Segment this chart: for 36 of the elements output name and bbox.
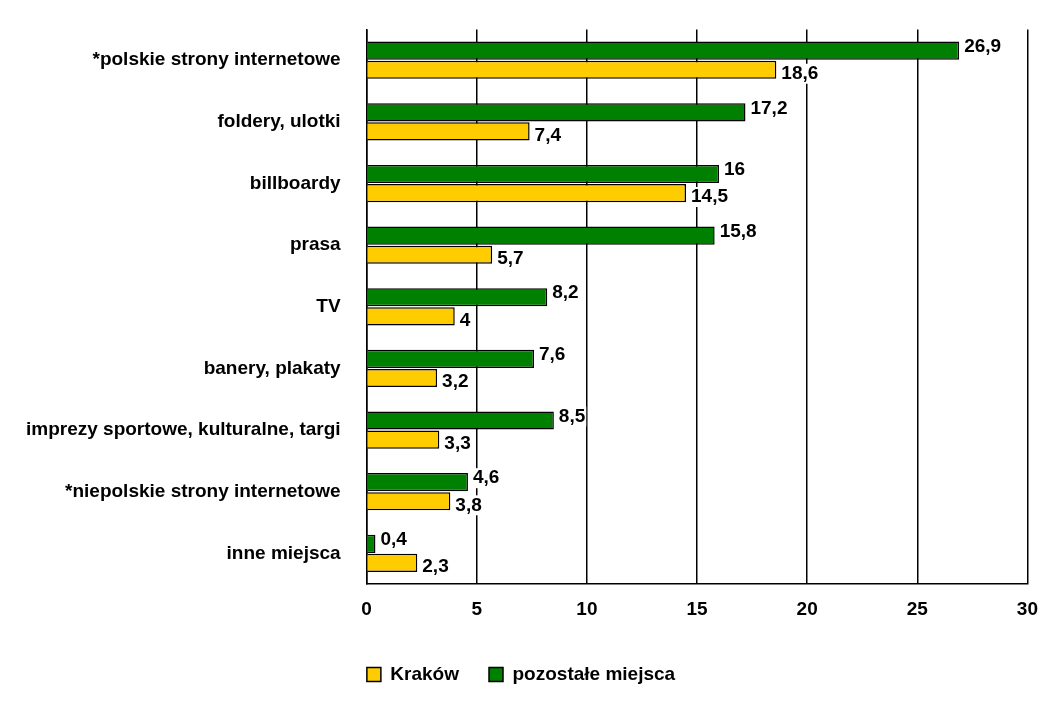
- y-tick-label: billboardy: [249, 171, 342, 193]
- data-label: 8,2: [552, 281, 579, 303]
- y-tick-label: *niepolskie strony internetowe: [65, 479, 341, 501]
- data-label: 18,6: [781, 62, 819, 84]
- y-tick-label: imprezy sportowe, kulturalne, targi: [26, 418, 341, 440]
- y-tick-label: prasa: [289, 233, 342, 255]
- data-label: 14,5: [691, 185, 729, 207]
- data-label: 7,6: [539, 343, 566, 365]
- x-tick-label: 10: [576, 597, 598, 619]
- y-tick-label: banery, plakaty: [203, 356, 342, 378]
- data-label: 2,3: [422, 555, 449, 577]
- data-label: 3,8: [455, 493, 482, 515]
- data-label: 4,6: [472, 466, 500, 488]
- data-label: 0,4: [380, 528, 408, 550]
- legend-label: pozostałe miejsca: [512, 662, 676, 684]
- data-label: 4: [459, 308, 471, 330]
- data-label: 3,3: [444, 431, 471, 453]
- data-label: 5,7: [497, 246, 524, 268]
- x-tick-label: 0: [361, 597, 372, 619]
- y-tick-label: inne miejsca: [226, 541, 342, 563]
- data-label: 8,5: [558, 404, 586, 426]
- legend-label: Kraków: [390, 662, 460, 684]
- y-tick-label: TV: [316, 295, 341, 317]
- x-tick-label: 5: [471, 597, 483, 619]
- data-label: 17,2: [750, 96, 788, 118]
- data-label: 26,9: [964, 34, 1002, 56]
- y-tick-label: *polskie strony internetowe: [92, 48, 341, 70]
- y-tick-label: foldery, ulotki: [217, 110, 341, 132]
- x-tick-label: 25: [906, 597, 929, 619]
- x-tick-label: 20: [796, 597, 818, 619]
- data-label: 15,8: [719, 219, 757, 241]
- x-tick-label: 30: [1016, 597, 1038, 619]
- data-label: 16: [724, 158, 746, 180]
- data-label: 3,2: [442, 370, 469, 392]
- x-tick-label: 15: [686, 597, 709, 619]
- data-label: 7,4: [534, 123, 562, 145]
